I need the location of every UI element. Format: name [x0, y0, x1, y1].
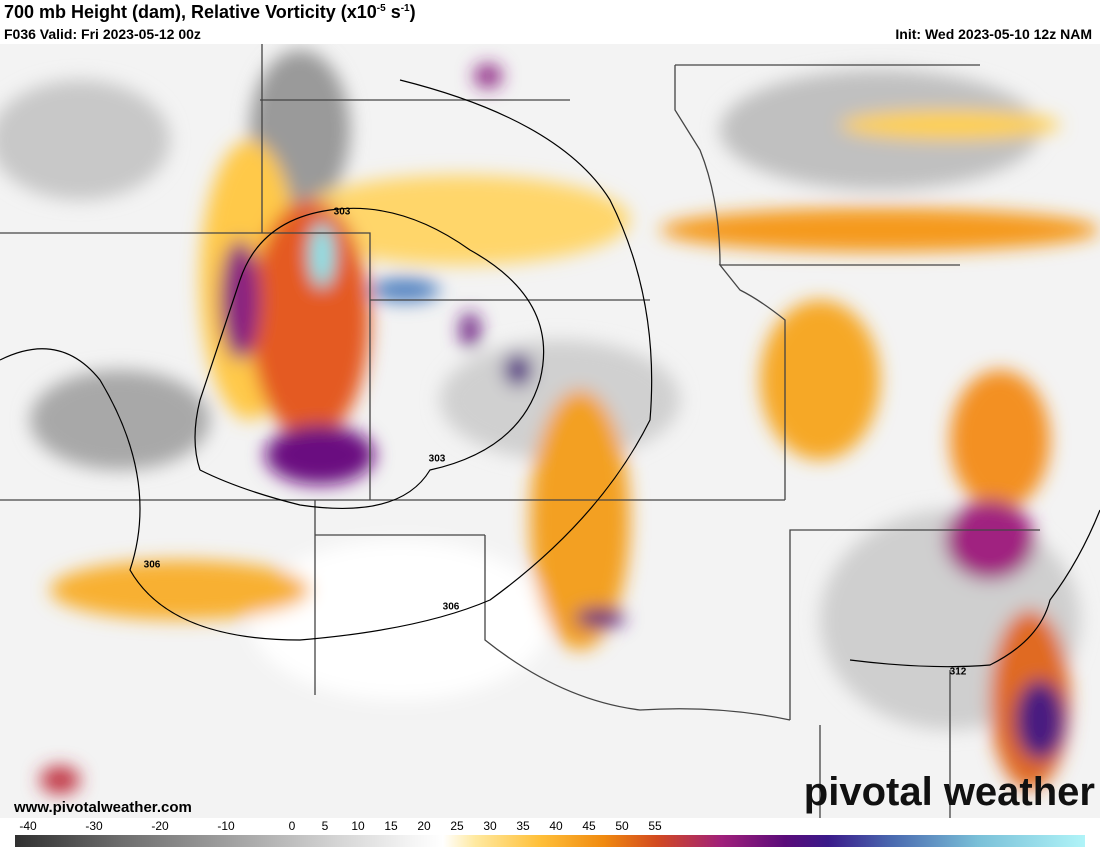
colorbar-tick-label: 35	[516, 819, 530, 833]
colorbar-tick-label: 10	[351, 819, 365, 833]
colorbar-tick-label: 40	[549, 819, 563, 833]
contour-label: 306	[144, 560, 161, 571]
init-time: Init: Wed 2023-05-10 12z NAM	[895, 26, 1092, 42]
title: 700 mb Height (dam), Relative Vorticity …	[4, 2, 416, 23]
colorbar-tick-label: -40	[19, 819, 37, 833]
colorbar-tick-label: 30	[483, 819, 497, 833]
colorbar-tick-label: 0	[288, 819, 296, 833]
colorbar-tick-label: 25	[450, 819, 464, 833]
colorbar	[15, 835, 1085, 847]
website: www.pivotalweather.com	[13, 799, 192, 816]
map: 303 303 306 306 312 www.pivotalweather.c…	[0, 44, 1100, 818]
contour-label: 303	[334, 207, 351, 218]
colorbar-tick-label: 45	[582, 819, 596, 833]
exponent: -1	[400, 3, 410, 14]
colorbar-tick-label: -30	[85, 819, 103, 833]
colorbar-tick-label: 55	[648, 819, 662, 833]
colorbar-tick-label: 15	[384, 819, 398, 833]
exponent: -5	[376, 3, 386, 14]
contour-label: 303	[429, 454, 446, 465]
vorticity-field	[0, 50, 1100, 794]
contour-label: 306	[443, 602, 460, 613]
valid-time: F036 Valid: Fri 2023-05-12 00z	[4, 26, 201, 42]
contour-label: 312	[950, 667, 967, 678]
colorbar-tick-label: 5	[321, 819, 329, 833]
colorbar-tick-label: -10	[217, 819, 235, 833]
title-text: 700 mb Height (dam), Relative Vorticity …	[4, 2, 377, 22]
height-contours	[0, 79, 1100, 668]
watermark: pivotal weather	[804, 770, 1095, 814]
colorbar-tick-label: 20	[417, 819, 431, 833]
title-close: )	[409, 2, 416, 22]
colorbar-tick-label: 50	[615, 819, 629, 833]
colorbar-tick-label: -20	[151, 819, 169, 833]
title-unit: s	[385, 2, 401, 22]
